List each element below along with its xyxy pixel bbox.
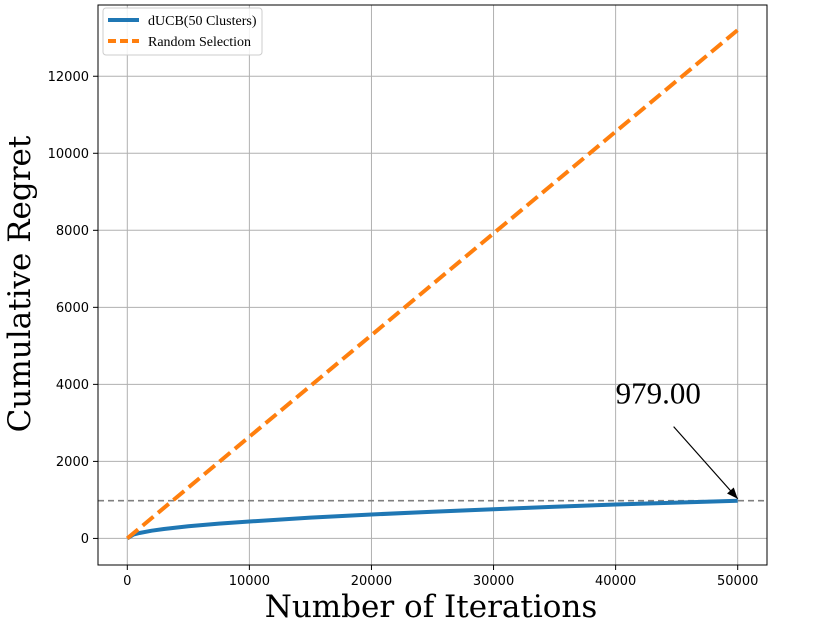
series-group: [126, 28, 739, 541]
x-tick-label: 10000: [229, 574, 270, 589]
x-axis-title: Number of Iterations: [265, 589, 598, 625]
legend-label: Random Selection: [148, 35, 251, 50]
legend-box: [102, 7, 263, 56]
y-tick-label: 4000: [56, 378, 89, 393]
legend-label: dUCB(50 Clusters): [148, 14, 257, 29]
plot-frame: [97, 4, 768, 566]
x-tick-label: 50000: [717, 574, 758, 589]
y-tick-label: 10000: [48, 147, 89, 162]
x-tick-label: 20000: [351, 574, 392, 589]
grid: [98, 5, 767, 565]
annotation: 979.00: [616, 376, 739, 500]
series-line-random-selection: [126, 28, 739, 540]
x-tick-label: 30000: [473, 574, 514, 589]
annotation-arrow: [673, 426, 739, 500]
y-tick-label: 8000: [56, 224, 89, 239]
series-line-ducb: [126, 498, 738, 541]
x-tick-label: 40000: [595, 574, 636, 589]
annotation-arrowhead: [727, 487, 738, 499]
annotation-label: 979.00: [616, 376, 701, 411]
legend: dUCB(50 Clusters) Random Selection: [102, 7, 263, 56]
y-tick-label: 12000: [48, 70, 89, 85]
y-tick-label: 0: [81, 532, 89, 547]
y-axis-title: Cumulative Regret: [2, 135, 38, 432]
ticks: 0 10000 20000 30000 40000 50000 0 2000 4000 6000 8…: [48, 70, 759, 589]
y-tick-label: 2000: [56, 455, 89, 470]
x-tick-label: 0: [123, 574, 131, 589]
y-tick-label: 6000: [56, 301, 89, 316]
